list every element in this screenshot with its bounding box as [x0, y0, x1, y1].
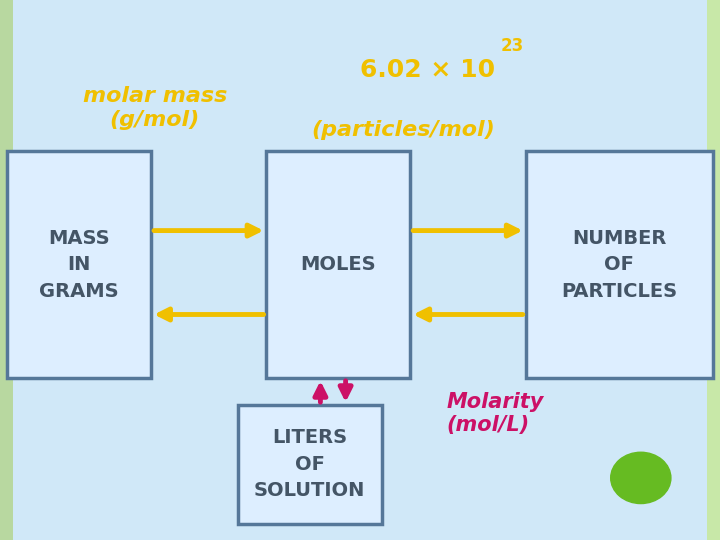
Text: LITERS
OF
SOLUTION: LITERS OF SOLUTION: [254, 428, 365, 501]
Text: molar mass
(g/mol): molar mass (g/mol): [83, 86, 227, 130]
Bar: [238, 405, 382, 524]
Text: 23: 23: [500, 37, 523, 55]
Bar: [7, 151, 151, 378]
Bar: [266, 151, 410, 378]
Ellipse shape: [611, 453, 671, 503]
Text: MASS
IN
GRAMS: MASS IN GRAMS: [40, 228, 119, 301]
Text: (particles/mol): (particles/mol): [311, 119, 495, 140]
Text: 6.02 × 10: 6.02 × 10: [360, 58, 495, 82]
Text: NUMBER
OF
PARTICLES: NUMBER OF PARTICLES: [561, 228, 678, 301]
Bar: [526, 151, 713, 378]
Text: MOLES: MOLES: [300, 255, 377, 274]
Bar: [707, 0, 720, 540]
Text: Molarity
(mol/L): Molarity (mol/L): [446, 392, 544, 435]
Bar: [0, 0, 13, 540]
